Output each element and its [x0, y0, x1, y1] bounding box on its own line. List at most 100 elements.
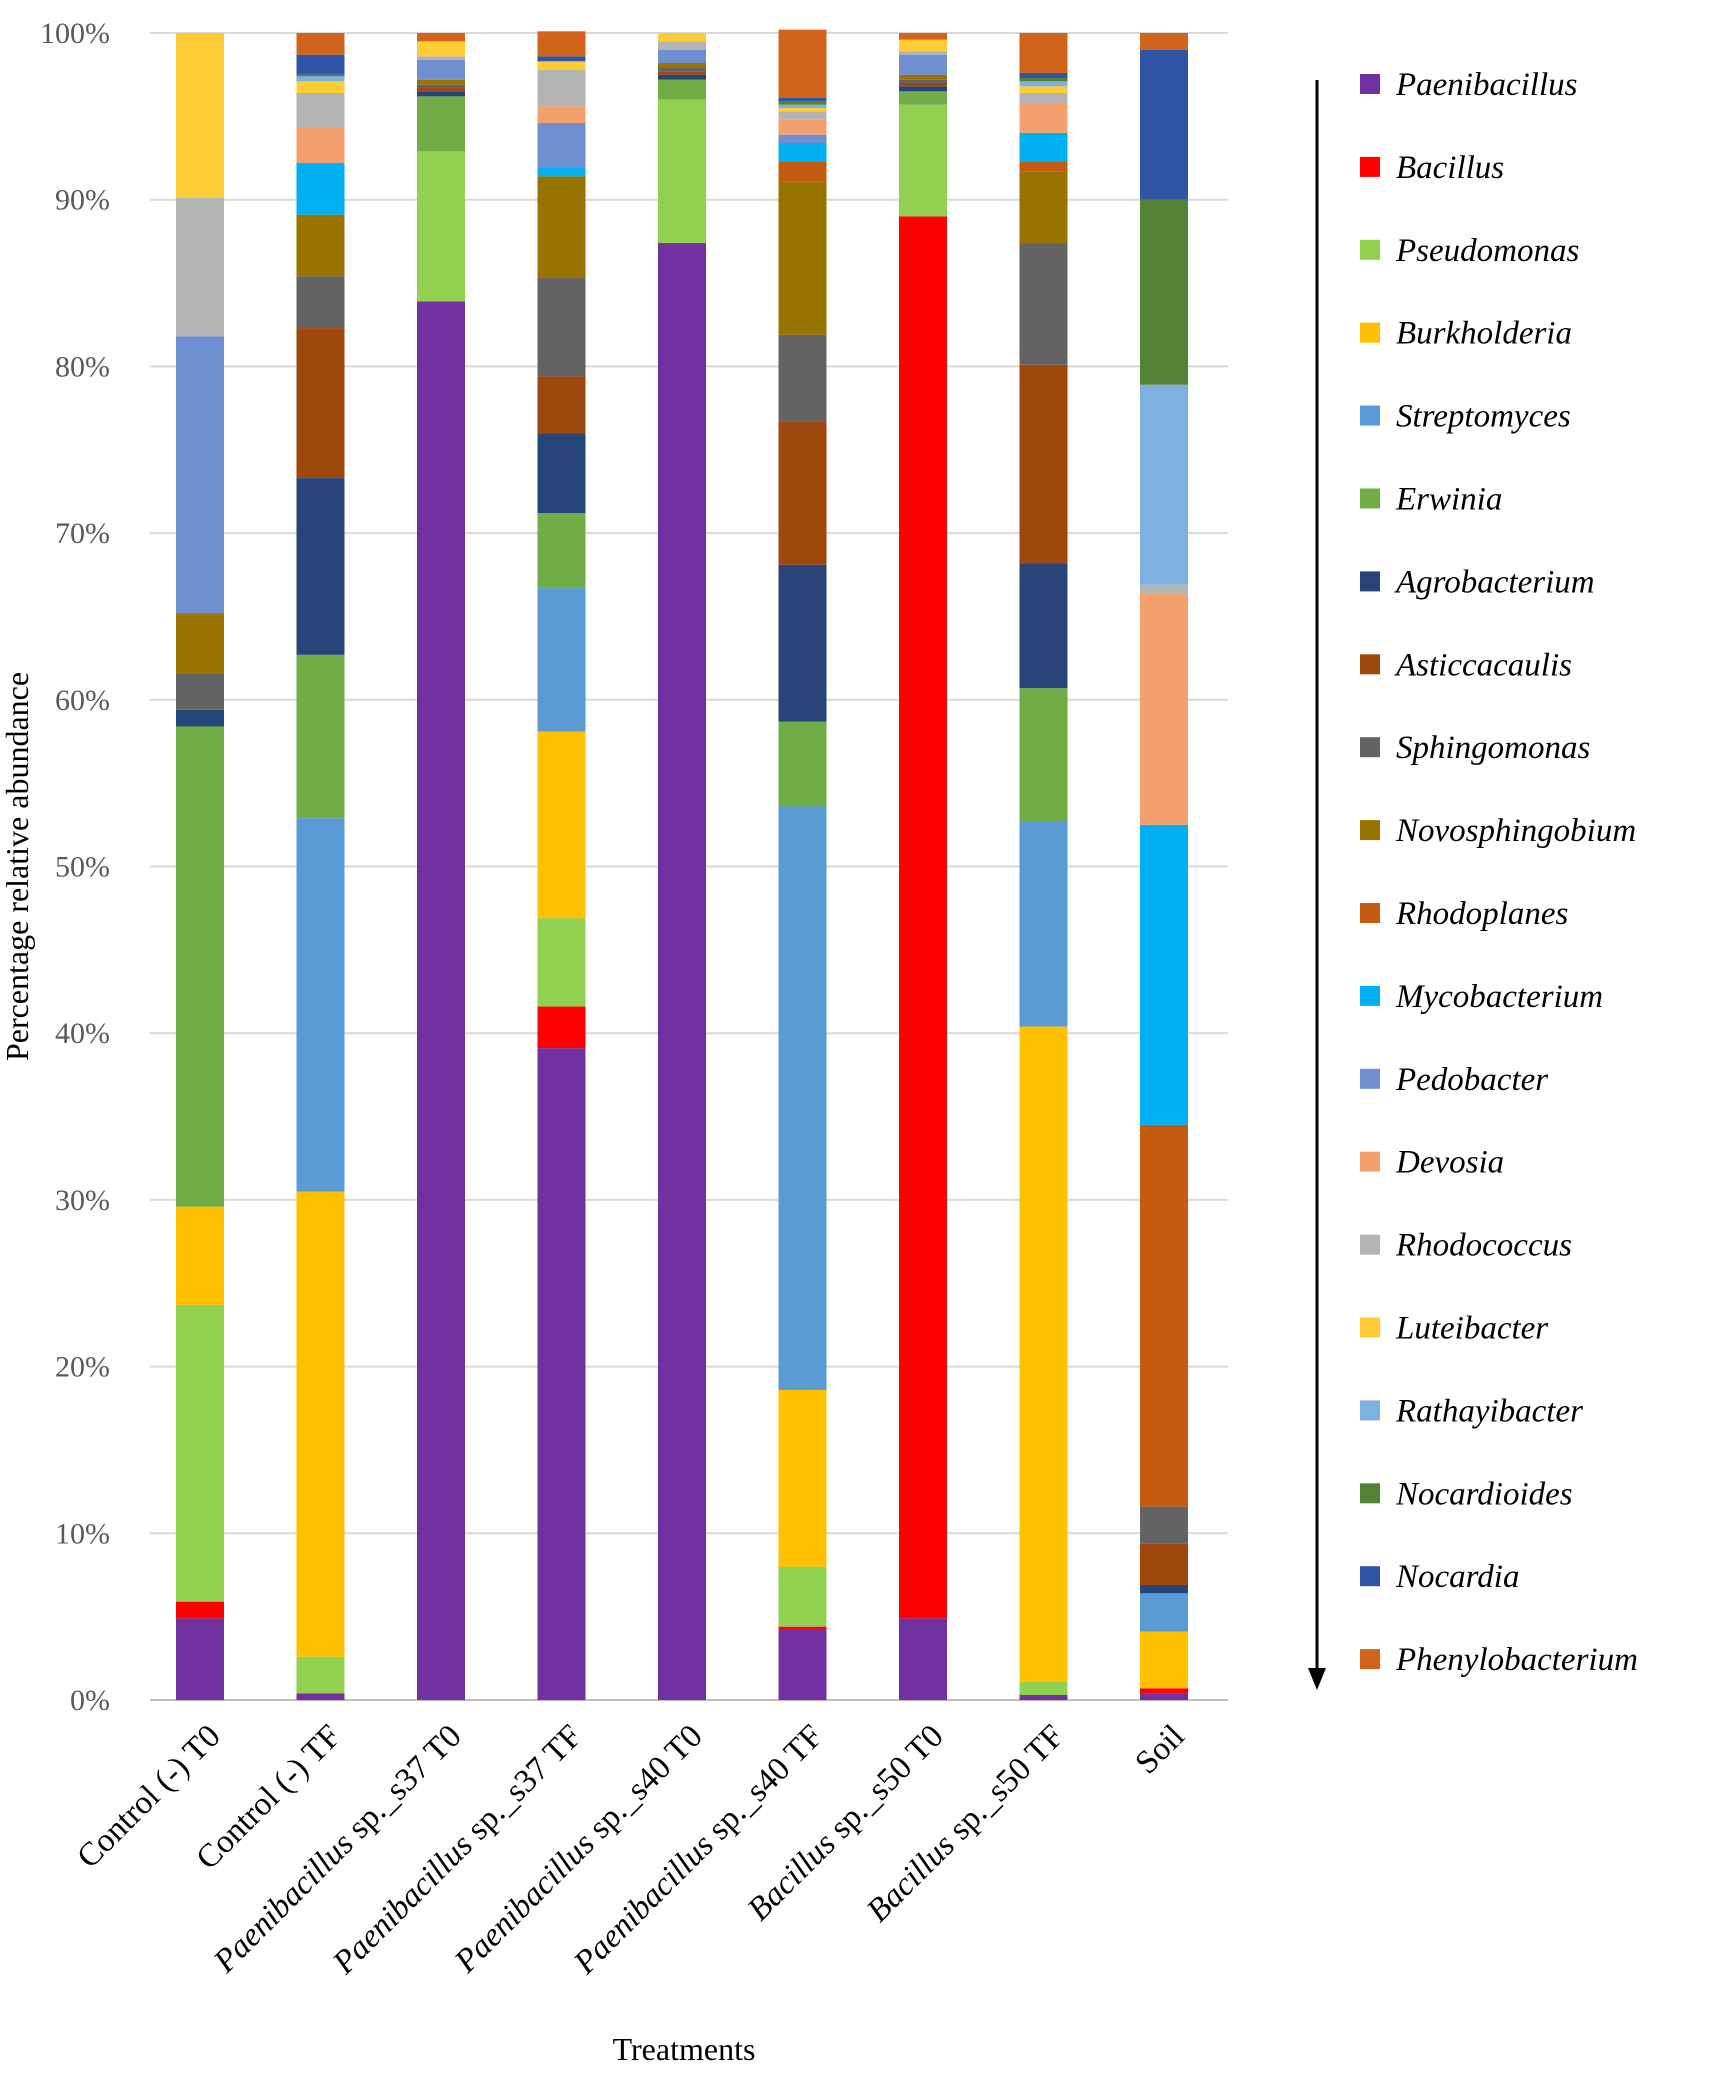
bar-segment-phenylobacterium [899, 33, 947, 40]
bar-segment-erwinia [778, 721, 827, 807]
bar-segment-paenibacillus [296, 1693, 345, 1700]
bar-segment-bacillus [1140, 1688, 1188, 1694]
legend-item-nocardioides: Nocardioides [1360, 1476, 1573, 1512]
bar-segment-streptomyces [296, 818, 345, 1192]
bar-segment-rhodoplanes [1140, 1124, 1188, 1507]
legend-label: Paenibacillus [1395, 67, 1577, 103]
bar-segment-luteibacter [1019, 86, 1068, 94]
legend: Paenibacillus Bacillus Pseudomonas Burkhold… [1308, 67, 1638, 1690]
legend-swatch [1360, 74, 1380, 94]
bar-segment-burkholderia [1019, 1026, 1068, 1682]
bar-segment-rhodoplanes [778, 161, 827, 182]
legend-item-sphingomonas: Sphingomonas [1360, 730, 1590, 766]
legend-swatch [1360, 1068, 1380, 1089]
bar-segment-novosphingobium [658, 63, 706, 69]
bar-segment-rhodococcus [296, 93, 345, 129]
bar-segment-novosphingobium [176, 613, 224, 674]
legend-label: Mycobacterium [1395, 979, 1603, 1015]
legend-label: Nocardioides [1395, 1476, 1573, 1512]
bar-segment-bacillus [537, 1006, 586, 1049]
legend-label: Agrobacterium [1394, 564, 1595, 600]
bar-segment-sphingomonas [658, 68, 706, 72]
legend-swatch [1360, 571, 1380, 592]
legend-label: Sphingomonas [1396, 730, 1590, 766]
bar-segment-asticcacaulis [899, 83, 947, 87]
y-tick-label-70: 70% [55, 517, 110, 550]
bar-segment-luteibacter [899, 39, 947, 52]
bar-segment-asticcacaulis [778, 421, 827, 565]
bar-segment-mycobacterium [1140, 824, 1188, 1125]
bar-segment-bacillus [176, 1601, 224, 1619]
bar-segment-sphingomonas [296, 276, 345, 329]
bar-segment-rhodococcus [658, 41, 706, 50]
bar-segment-devosia [1019, 103, 1068, 134]
x-category-text: Soil [1129, 1718, 1192, 1781]
bar-segment-pseudomonas [658, 99, 706, 244]
bar-stack-7 [1019, 33, 1068, 1700]
bar-segment-agrobacterium [778, 564, 827, 722]
bar-segment-nocardioides [296, 74, 345, 77]
legend-item-paenibacillus: Paenibacillus [1360, 67, 1577, 103]
x-category-label: Paenibacillus sp._s37 T0 [206, 1718, 468, 1980]
bar-segment-asticcacaulis [417, 88, 465, 92]
bar-segment-nocardia [1019, 73, 1068, 79]
legend-swatch [1360, 239, 1380, 260]
legend-item-agrobacterium: Agrobacterium [1360, 564, 1595, 600]
bar-segment-sphingomonas [176, 673, 224, 710]
legend-label: Asticcacaulis [1394, 647, 1572, 683]
legend-swatch [1360, 488, 1380, 509]
bar-segment-paenibacillus [1140, 1693, 1188, 1700]
bar-segment-novosphingobium [417, 79, 465, 85]
legend-swatch [1360, 405, 1380, 426]
legend-swatch [1360, 322, 1380, 343]
bar-segment-bacillus [899, 216, 947, 1619]
bar-segment-devosia [537, 106, 586, 124]
legend-swatch [1360, 156, 1380, 177]
y-tick-label-60: 60% [55, 684, 110, 717]
bar-segment-nocardioides [1140, 199, 1188, 385]
bar-segment-asticcacaulis [537, 376, 586, 434]
y-tick-label-100: 100% [40, 17, 110, 50]
legend-item-nocardia: Nocardia [1360, 1559, 1519, 1595]
bar-segment-pseudomonas [1019, 1681, 1068, 1695]
legend-swatch [1360, 820, 1380, 841]
y-axis-title: Percentage relative abundance [0, 672, 35, 1061]
bar-segment-paenibacillus [778, 1629, 827, 1700]
bar-segment-paenibacillus [899, 1618, 947, 1700]
bar-segment-asticcacaulis [296, 328, 345, 479]
bar-segment-pedobacter [658, 49, 706, 64]
legend-label: Burkholderia [1396, 316, 1572, 352]
bar-segment-asticcacaulis [658, 71, 706, 75]
legend-swatch [1360, 1234, 1380, 1255]
bar-segment-burkholderia [778, 1389, 827, 1567]
y-tick-label-50: 50% [55, 851, 110, 884]
bar-segment-pseudomonas [899, 104, 947, 217]
bar-segment-nocardia [1140, 49, 1188, 200]
bar-segment-novosphingobium [296, 214, 345, 277]
bar-segment-rathayibacter [1019, 81, 1068, 87]
bar-segment-nocardia [537, 56, 586, 62]
y-tick-label-0: 0% [70, 1684, 110, 1717]
bar-segment-agrobacterium [537, 433, 586, 514]
bar-segment-rhodococcus [537, 69, 586, 107]
bar-segment-pedobacter [176, 336, 224, 614]
legend-swatch [1360, 1317, 1380, 1338]
bar-segment-sphingomonas [778, 334, 827, 422]
legend-item-erwinia: Erwinia [1360, 482, 1502, 518]
bar-segment-luteibacter [658, 33, 706, 42]
legend-swatch [1360, 1649, 1380, 1670]
bar-segment-pedobacter [899, 54, 947, 75]
bar-segment-rhodococcus [899, 51, 947, 55]
bar-segment-burkholderia [296, 1191, 345, 1657]
legend-label: Phenylobacterium [1395, 1642, 1638, 1678]
bar-segment-erwinia [899, 91, 947, 105]
bar-segment-rathayibacter [778, 104, 827, 109]
bar-segment-luteibacter [417, 41, 465, 57]
legend-item-mycobacterium: Mycobacterium [1360, 979, 1603, 1015]
bar-stack-1 [296, 33, 345, 1700]
y-tick-label-10: 10% [55, 1517, 110, 1550]
legend-label: Nocardia [1395, 1559, 1519, 1595]
bar-segment-streptomyces [537, 588, 586, 732]
